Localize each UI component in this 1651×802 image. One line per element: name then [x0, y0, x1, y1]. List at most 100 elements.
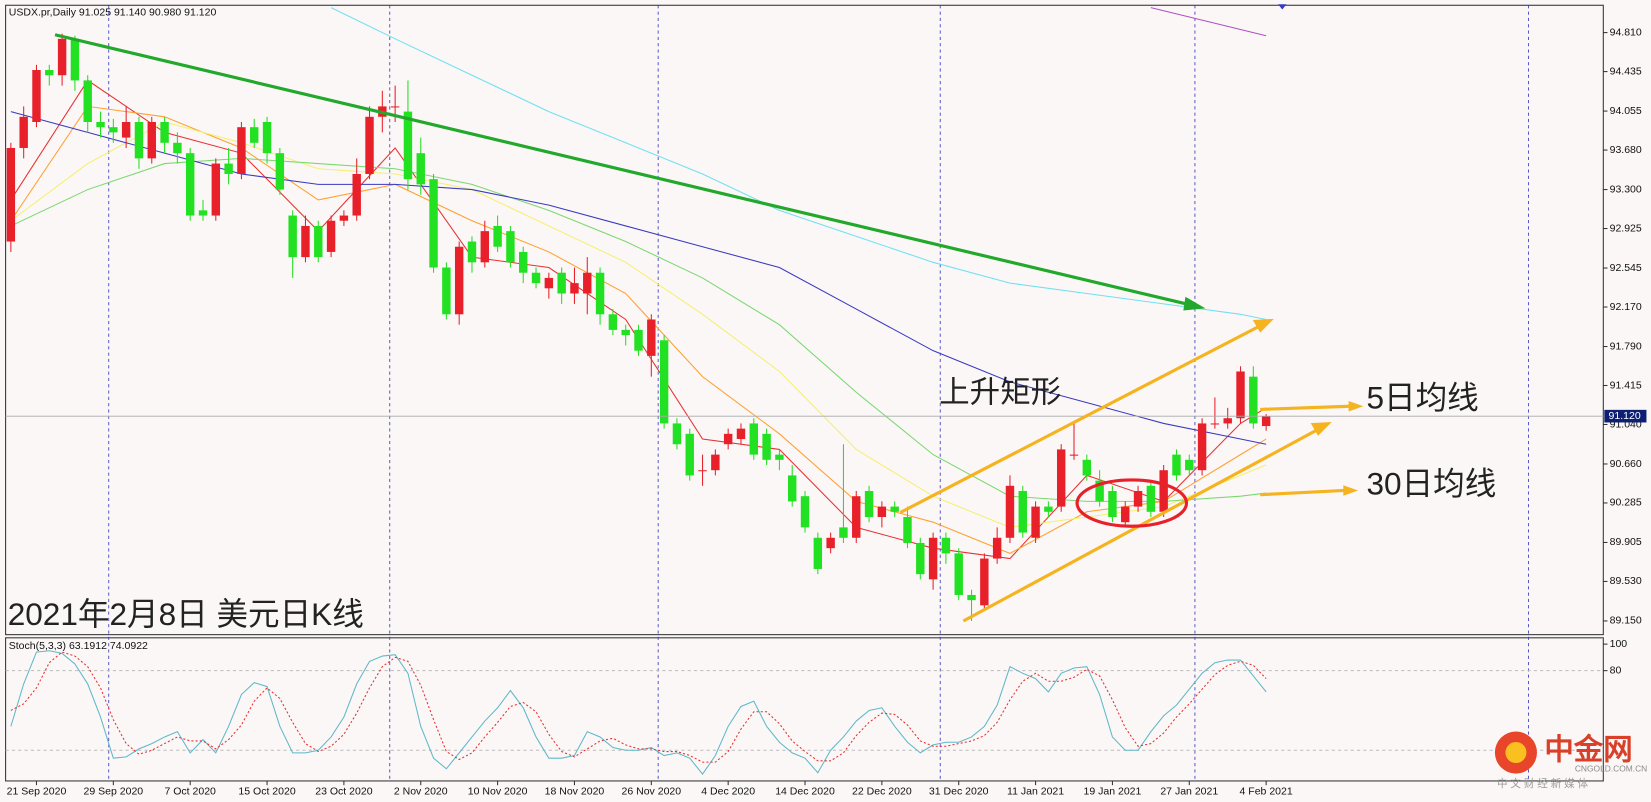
x-tick-label: 15 Oct 2020 [238, 785, 295, 797]
trend-line [54, 33, 1193, 307]
candle-body [800, 496, 810, 528]
candle-body [1044, 506, 1053, 512]
candle-body [134, 121, 144, 159]
y-tick-label: 89.150 [1610, 615, 1642, 627]
caption: 2021年2月8日 美元日K线 [8, 596, 364, 632]
y-tick-label: 94.055 [1610, 105, 1642, 117]
candle-body [775, 454, 784, 460]
stoch-line [10, 650, 1267, 775]
arrow-head [1310, 422, 1332, 436]
candle-body [442, 267, 451, 315]
candle-body [1095, 480, 1104, 502]
y-tick-label: 90.660 [1610, 458, 1642, 470]
y-tick-label: 91.415 [1610, 379, 1642, 391]
candle-body [185, 153, 195, 216]
candle-body [160, 121, 169, 143]
candle-body [224, 163, 233, 174]
candle-body [672, 423, 682, 445]
candle-body [583, 272, 592, 294]
candle-body [1159, 470, 1168, 512]
candle-body [813, 537, 823, 569]
candle-body [1031, 506, 1040, 538]
logo-inner [1505, 742, 1527, 764]
pointer-arrow [1260, 404, 1350, 411]
candle-body [70, 38, 80, 81]
candle-body [1005, 485, 1015, 538]
candle-body [928, 537, 938, 580]
x-tick-label: 4 Feb 2021 [1240, 785, 1293, 797]
price-tag [1604, 409, 1647, 423]
candle-body [467, 241, 477, 263]
y-tick-label: 94.810 [1610, 26, 1642, 38]
x-tick-label: 11 Jan 2021 [1007, 785, 1064, 797]
indicator-title: Stoch(5,3,3) 63.1912 74.0922 [9, 640, 148, 652]
candle-body [749, 423, 758, 455]
shift-marker [1278, 4, 1287, 10]
stoch-line [10, 651, 1267, 763]
x-tick-label: 2 Nov 2020 [394, 785, 448, 797]
candle-body [147, 121, 156, 159]
candle-body [288, 215, 297, 258]
candle-body [1223, 418, 1232, 424]
x-tick-label: 22 Dec 2020 [852, 785, 912, 797]
candle-body [916, 542, 925, 575]
price-tag-label: 91.120 [1609, 410, 1641, 422]
candle-body [403, 111, 413, 180]
candle-body [1146, 485, 1156, 512]
x-tick-label: 26 Nov 2020 [621, 785, 681, 797]
x-tick-label: 31 Dec 2020 [929, 785, 989, 797]
x-tick-label: 29 Sep 2020 [84, 785, 144, 797]
y-tick-label: 90.285 [1610, 497, 1642, 509]
x-tick-label: 23 Oct 2020 [315, 785, 372, 797]
candle-body [429, 179, 438, 268]
y-tick-label: 93.680 [1610, 144, 1642, 156]
watermark-slogan: 中 文 财 经 新 媒 体 [1497, 777, 1589, 790]
candle-body [723, 433, 733, 445]
candle-body [1056, 449, 1066, 507]
x-tick-label: 14 Dec 2020 [775, 785, 835, 797]
y-tick-label: 80 [1610, 664, 1622, 676]
candle-body [275, 153, 285, 190]
candle-body [864, 491, 874, 517]
watermark-url: CNGOLD.COM.CN [1575, 764, 1647, 774]
moving-average [1150, 7, 1267, 37]
y-tick-label: 91.790 [1610, 340, 1642, 352]
candle-body [544, 277, 554, 289]
candle-body [198, 210, 208, 216]
arrow-head [1183, 296, 1206, 311]
candle-body [531, 272, 541, 284]
candle-body [390, 106, 400, 108]
y-tick-label: 89.530 [1610, 575, 1642, 587]
candle-body [852, 496, 861, 538]
y-tick-label: 89.905 [1610, 536, 1642, 548]
x-tick-label: 19 Jan 2021 [1083, 785, 1141, 797]
candle-body [352, 173, 361, 216]
candle-body [1133, 491, 1143, 507]
y-tick-label: 93.300 [1610, 183, 1642, 195]
candle-body [941, 537, 951, 554]
moving-average [10, 121, 1267, 528]
candle-body [506, 231, 515, 263]
candle-body [1121, 506, 1130, 523]
candle-body [877, 506, 887, 517]
arrow-head [1343, 485, 1359, 496]
candle-body [19, 116, 28, 148]
candle-body [826, 537, 835, 549]
symbol-header: USDX.pr,Daily 91.025 91.140 90.980 91.12… [9, 6, 217, 18]
candle-body [967, 594, 976, 601]
candle-body [454, 246, 464, 315]
candle-body [211, 163, 221, 216]
candle-body [416, 153, 425, 185]
candle-body [736, 428, 746, 440]
candle-body [890, 506, 899, 512]
candle-body [1108, 491, 1117, 517]
highlight-ellipse [1075, 478, 1189, 528]
candle-body [621, 329, 630, 336]
x-tick-label: 21 Sep 2020 [7, 785, 67, 797]
drawings [54, 33, 1364, 623]
candle-body [519, 251, 528, 273]
ma30-label: 30日均线 [1366, 466, 1496, 502]
candle-body [659, 340, 669, 424]
y-tick-label: 92.925 [1610, 222, 1642, 234]
